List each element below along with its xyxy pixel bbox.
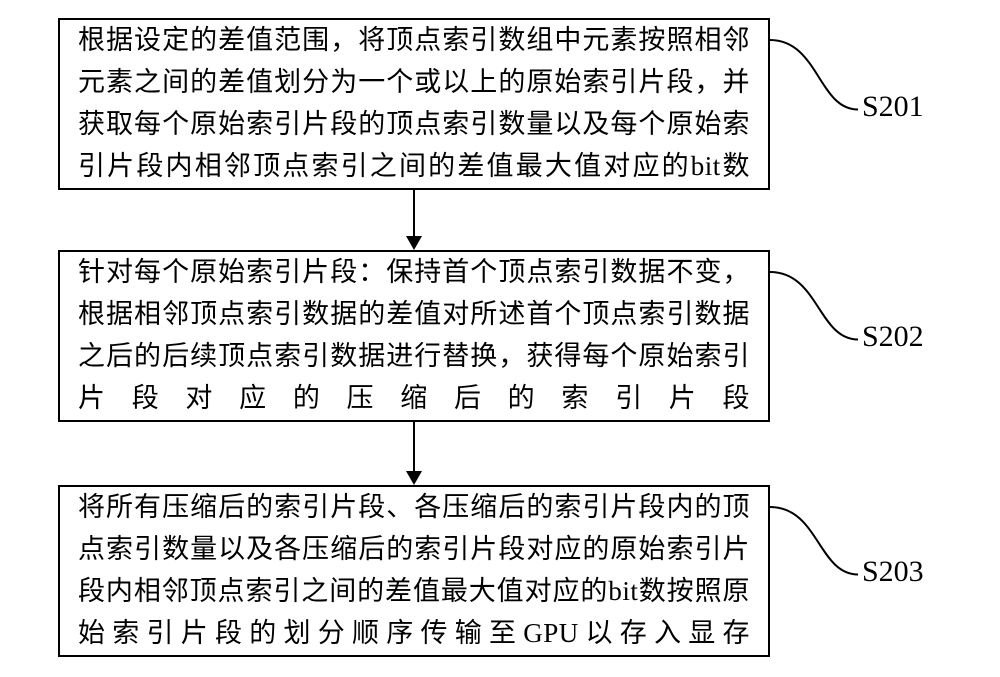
step-label-s201: S201 bbox=[862, 90, 924, 124]
flow-step-text: 根据设定的差值范围，将顶点索引数组中元素按照相邻元素之间的差值划分为一个或以上的… bbox=[78, 20, 750, 187]
label-connector-s202 bbox=[770, 262, 868, 350]
flow-step-s203: 将所有压缩后的索引片段、各压缩后的索引片段内的顶点索引数量以及各压缩后的索引片段… bbox=[58, 485, 770, 657]
flow-step-text: 将所有压缩后的索引片段、各压缩后的索引片段内的顶点索引数量以及各压缩后的索引片段… bbox=[78, 487, 750, 654]
flowchart-canvas: 根据设定的差值范围，将顶点索引数组中元素按照相邻元素之间的差值划分为一个或以上的… bbox=[0, 0, 1000, 677]
step-label-s203: S203 bbox=[862, 555, 924, 589]
step-label-s202: S202 bbox=[862, 320, 924, 354]
arrow-head-0 bbox=[406, 236, 422, 250]
flow-step-text: 针对每个原始索引片段：保持首个顶点索引数据不变，根据相邻顶点索引数据的差值对所述… bbox=[78, 252, 750, 419]
label-connector-s201 bbox=[770, 30, 868, 120]
arrow-line-1 bbox=[413, 422, 415, 473]
flow-step-s202: 针对每个原始索引片段：保持首个顶点索引数据不变，根据相邻顶点索引数据的差值对所述… bbox=[58, 250, 770, 422]
flow-step-s201: 根据设定的差值范围，将顶点索引数组中元素按照相邻元素之间的差值划分为一个或以上的… bbox=[58, 18, 770, 190]
arrow-head-1 bbox=[406, 471, 422, 485]
arrow-line-0 bbox=[413, 190, 415, 238]
label-connector-s203 bbox=[770, 497, 868, 585]
